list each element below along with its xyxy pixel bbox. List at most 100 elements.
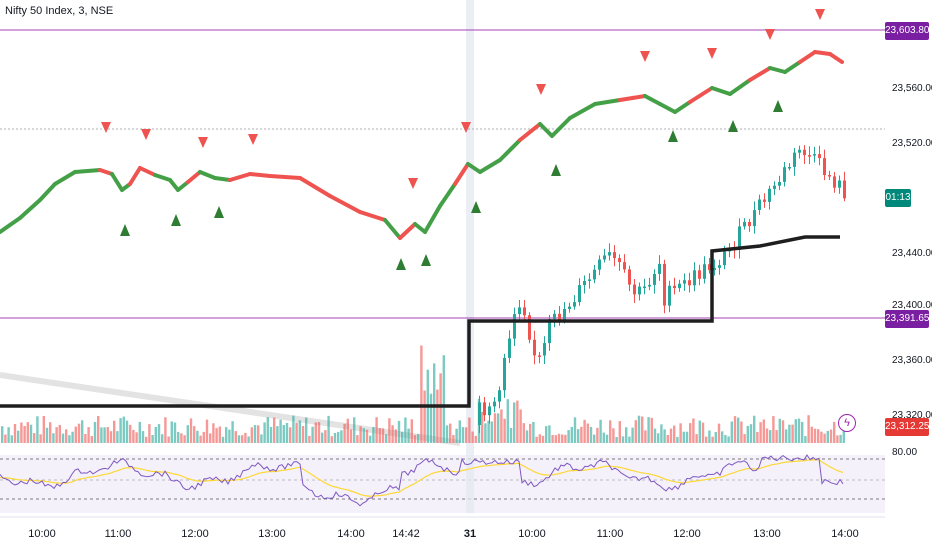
volume-bar (641, 416, 644, 443)
trail-segment (518, 122, 542, 142)
volume-bar (116, 431, 119, 443)
volume-bar (282, 425, 285, 443)
volume-bar (509, 427, 513, 443)
volume-bar (433, 363, 436, 443)
buy-signal-icon (421, 254, 431, 266)
candle-body (828, 175, 831, 177)
volume-bar (61, 433, 65, 443)
volume-bar (628, 436, 631, 443)
volume-bar (468, 417, 471, 443)
volume-bar (820, 431, 823, 443)
volume-bar (740, 421, 743, 443)
volume-bar (679, 423, 682, 443)
volume-bar (839, 434, 842, 443)
step-line-path (0, 235, 840, 408)
volume-bar (657, 433, 660, 443)
volume-bar (602, 432, 605, 443)
volume-bar (186, 425, 189, 443)
trail-segment (413, 222, 427, 234)
time-axis-label: 13:00 (258, 528, 286, 540)
volume-bar (449, 423, 452, 443)
rsi-ma-line (0, 459, 844, 497)
candle-body (628, 269, 631, 285)
lightning-bolt-icon[interactable]: ϟ (838, 414, 856, 432)
volume-bar (119, 418, 122, 443)
volume-bar (39, 434, 42, 443)
volume-bar (647, 417, 650, 443)
volume-bar (113, 420, 116, 443)
volume-bar (778, 418, 781, 443)
buy-signal-icon (551, 164, 561, 176)
volume-bar (279, 419, 282, 443)
volume-bar (52, 433, 55, 443)
volume-bar (599, 419, 602, 443)
volume-bar (653, 428, 657, 443)
volume-bar (663, 429, 666, 443)
trail-segment (643, 94, 662, 106)
volume-bar (71, 431, 74, 443)
buy-signal-icon (171, 214, 181, 226)
candle-body (498, 390, 501, 402)
candle-body (598, 259, 601, 270)
volume-bar (7, 427, 10, 443)
volume-bar (138, 421, 141, 443)
trail-segment (658, 102, 677, 114)
volume-bar (58, 425, 61, 443)
symbol-title[interactable]: Nifty 50 Index, 3, NSE (5, 5, 114, 17)
volume-bar (410, 419, 413, 443)
lower-level-tag[interactable]: 23,391.65 (885, 310, 930, 328)
volume-bar (564, 434, 567, 443)
trail-segment (550, 116, 572, 138)
volume-bar (404, 417, 407, 443)
candle-body (738, 226, 741, 250)
volume-bar (541, 435, 545, 443)
trail-segment (783, 60, 802, 74)
volume-bar (810, 426, 813, 443)
volume-bar (737, 417, 740, 443)
candle-body (768, 188, 771, 202)
volume-bar (77, 423, 81, 443)
candle-body (503, 357, 506, 391)
volume-bar (141, 431, 145, 443)
volume-bar (394, 429, 397, 443)
candle-body (553, 313, 556, 320)
volume-bar (305, 417, 308, 443)
time-axis-label: 14:00 (337, 528, 365, 540)
time-axis-label: 14:00 (831, 528, 859, 540)
volume-bar (458, 420, 461, 443)
volume-bar (644, 430, 647, 443)
volume-bar (743, 434, 746, 443)
volume-bar (765, 428, 769, 443)
trail-segment (98, 168, 114, 176)
rsi-pane[interactable] (0, 455, 885, 513)
trail-segment (438, 182, 457, 208)
candle-body (668, 285, 671, 306)
volume-bar (333, 433, 337, 443)
buy-signal-icon (120, 224, 130, 236)
price-axis-label: 23,520.00 (892, 138, 932, 149)
volume-bar (442, 355, 445, 443)
candle-body (593, 269, 596, 280)
volume-bar (685, 431, 689, 443)
upper-level-tag[interactable]: 23,603.80 (885, 22, 930, 40)
volume-bar (263, 422, 266, 443)
volume-bar (481, 411, 484, 443)
candle-body (568, 306, 571, 309)
volume-bar (311, 426, 314, 443)
volume-bar (343, 423, 346, 443)
volume-bar (177, 431, 180, 443)
volume-bar (359, 426, 362, 443)
main-pane[interactable] (0, 0, 885, 445)
candle-body (663, 263, 666, 306)
sell-signal-icon (536, 84, 546, 95)
volume-bar (535, 436, 538, 443)
volume-bar (532, 422, 535, 443)
volume-bar (701, 422, 705, 443)
volume-bar (689, 423, 692, 443)
volume-bar (170, 421, 173, 443)
volume-bar (164, 417, 167, 443)
volume-bar (506, 399, 509, 443)
sell-signal-icon (198, 137, 208, 148)
